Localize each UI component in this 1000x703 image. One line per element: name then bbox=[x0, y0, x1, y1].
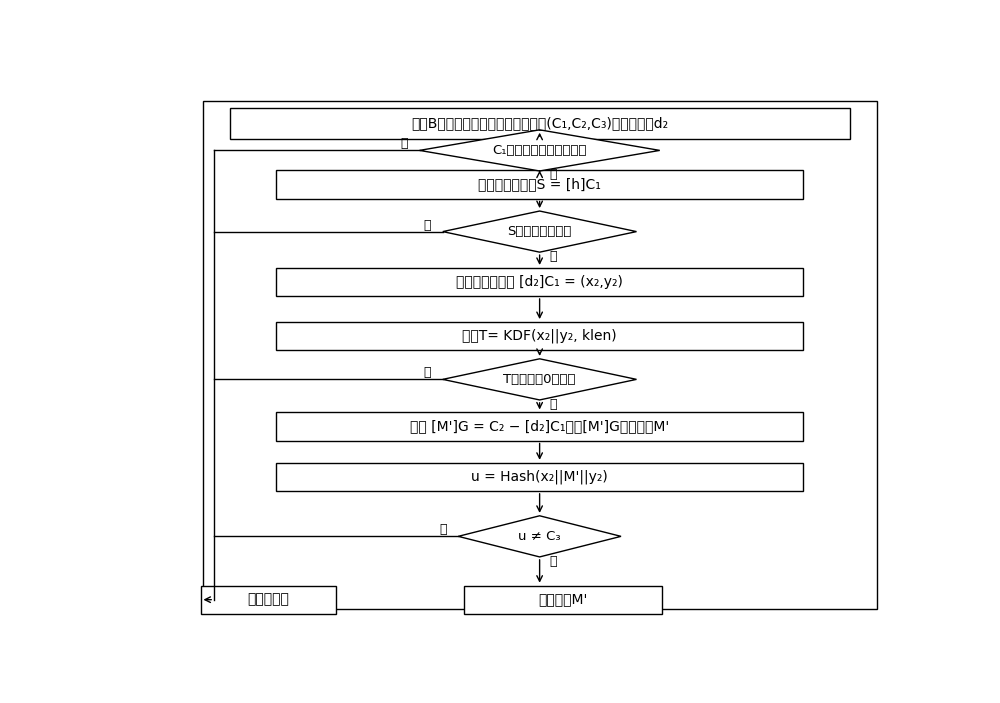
Text: 计算 [M']G = C₂ − [d₂]C₁，从[M']G中恢复出M': 计算 [M']G = C₂ − [d₂]C₁，从[M']G中恢复出M' bbox=[410, 420, 669, 434]
Text: T是否为全0比特串: T是否为全0比特串 bbox=[503, 373, 576, 386]
Bar bbox=[201, 586, 336, 614]
Text: 否: 否 bbox=[400, 137, 408, 150]
Bar bbox=[276, 463, 803, 491]
Polygon shape bbox=[420, 130, 660, 171]
Text: S是否为无穷远点: S是否为无穷远点 bbox=[507, 225, 572, 238]
Text: 用户B的原始数据、系统参数、密文(C₁,C₂,C₃)和加密私鑰d₂: 用户B的原始数据、系统参数、密文(C₁,C₂,C₃)和加密私鑰d₂ bbox=[411, 116, 668, 130]
Text: 否: 否 bbox=[549, 250, 556, 263]
Text: 是: 是 bbox=[424, 366, 431, 380]
Text: u = Hash(x₂||M'||y₂): u = Hash(x₂||M'||y₂) bbox=[471, 470, 608, 484]
Bar bbox=[464, 586, 662, 614]
Bar bbox=[202, 101, 877, 610]
Text: 报错并退出: 报错并退出 bbox=[247, 593, 289, 607]
Bar bbox=[230, 108, 850, 139]
Polygon shape bbox=[443, 211, 637, 252]
Bar bbox=[276, 170, 803, 198]
Bar bbox=[276, 268, 803, 296]
Text: 计算椭圆曲线点S = [h]C₁: 计算椭圆曲线点S = [h]C₁ bbox=[478, 177, 601, 191]
Bar bbox=[276, 322, 803, 350]
Text: 输出明文M': 输出明文M' bbox=[538, 593, 588, 607]
Text: 是: 是 bbox=[424, 219, 431, 231]
Text: 计算椭圆曲线点 [d₂]C₁ = (x₂,y₂): 计算椭圆曲线点 [d₂]C₁ = (x₂,y₂) bbox=[456, 275, 623, 289]
Text: 否: 否 bbox=[549, 398, 556, 411]
Bar bbox=[276, 413, 803, 441]
Text: 是: 是 bbox=[549, 168, 556, 181]
Text: 计算T= KDF(x₂||y₂, klen): 计算T= KDF(x₂||y₂, klen) bbox=[462, 329, 617, 343]
Text: u ≠ C₃: u ≠ C₃ bbox=[518, 530, 561, 543]
Polygon shape bbox=[458, 516, 621, 557]
Text: C₁是否满足椭圆曲线方程: C₁是否满足椭圆曲线方程 bbox=[492, 144, 587, 157]
Polygon shape bbox=[443, 359, 637, 400]
Text: 是: 是 bbox=[439, 523, 447, 536]
Text: 否: 否 bbox=[549, 555, 556, 568]
